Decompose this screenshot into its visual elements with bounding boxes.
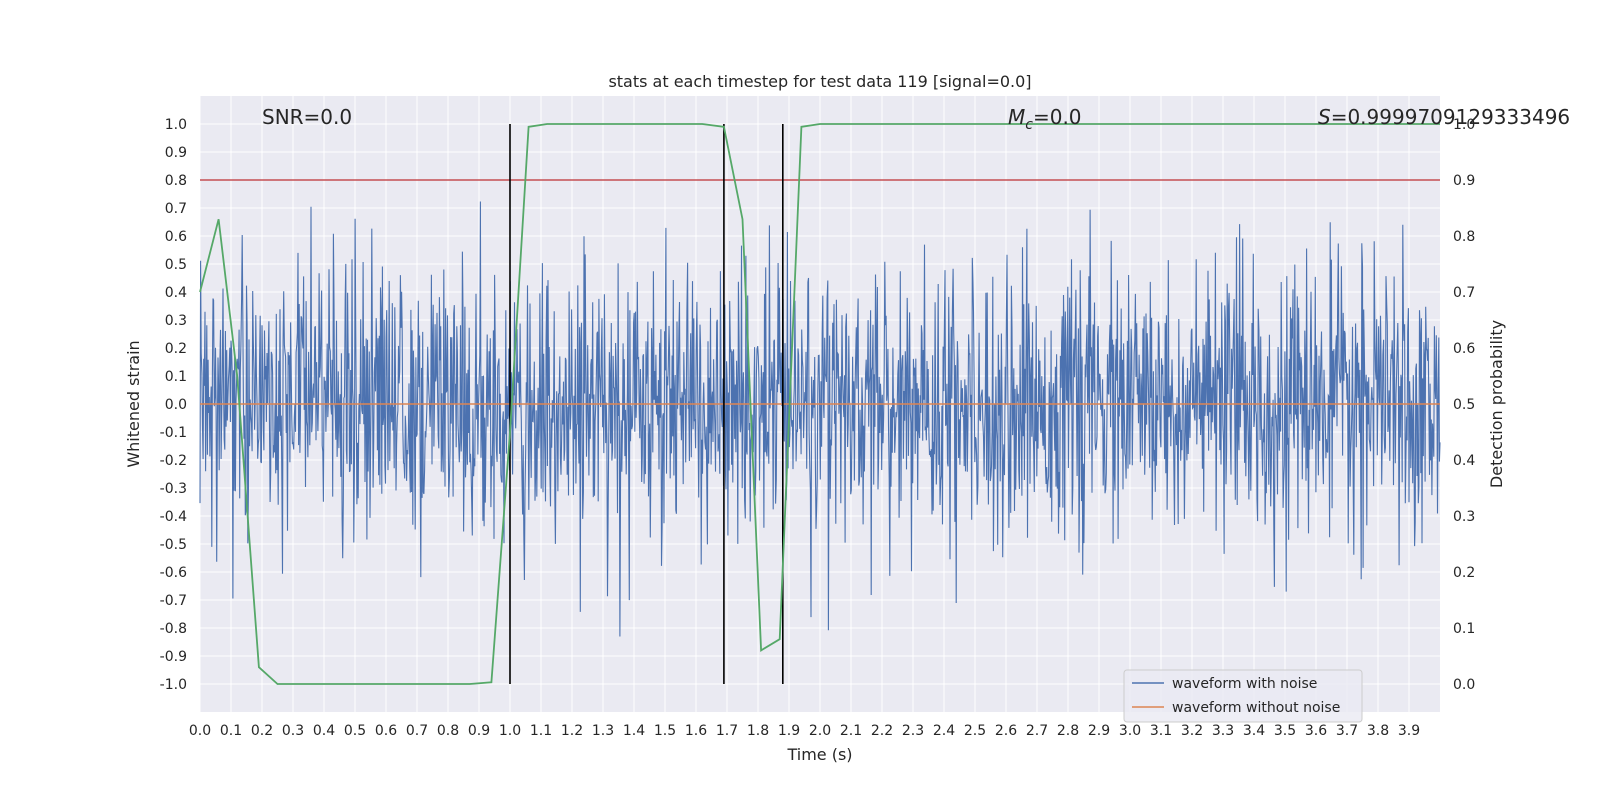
x-tick-label: 0.1 [220, 723, 242, 739]
legend-label-noise: waveform with noise [1172, 676, 1317, 692]
x-tick-label: 3.0 [1119, 723, 1141, 739]
score-value: =0.9999709129333496 [1331, 105, 1570, 129]
y-axis-label: Whitened strain [124, 340, 143, 467]
y-axis-right-label: Detection probability [1487, 320, 1506, 488]
chirp-mass-subscript: c [1025, 117, 1033, 133]
y-tick-label: 0.7 [165, 201, 187, 217]
legend-label-clean: waveform without noise [1172, 700, 1340, 716]
x-axis-label: Time (s) [786, 745, 852, 764]
y-right-tick-label: 0.8 [1453, 229, 1475, 245]
x-tick-label: 0.3 [282, 723, 304, 739]
x-tick-label: 0.5 [344, 723, 366, 739]
y-tick-label: -0.4 [160, 509, 187, 525]
y-right-tick-label: 0.6 [1453, 341, 1475, 357]
x-tick-label: 0.9 [468, 723, 490, 739]
x-tick-label: 3.6 [1305, 723, 1327, 739]
y-tick-label: -0.7 [160, 593, 187, 609]
snr-annotation: SNR=0.0 [262, 105, 352, 129]
x-tick-label: 1.2 [561, 723, 583, 739]
y-right-tick-label: 0.5 [1453, 397, 1475, 413]
x-tick-label: 1.7 [716, 723, 738, 739]
y-right-tick-label: 1.0 [1453, 117, 1475, 133]
y-right-tick-label: 0.2 [1453, 565, 1475, 581]
x-tick-label: 2.3 [902, 723, 924, 739]
x-tick-label: 0.2 [251, 723, 273, 739]
y-tick-label: 0.1 [165, 369, 187, 385]
y-right-tick-label: 0.0 [1453, 677, 1475, 693]
y-tick-label: -0.5 [160, 537, 187, 553]
x-tick-label: 3.9 [1398, 723, 1420, 739]
x-tick-label: 0.6 [375, 723, 397, 739]
y-tick-label: 0.5 [165, 257, 187, 273]
x-tick-label: 1.3 [592, 723, 614, 739]
y-right-tick-label: 0.9 [1453, 173, 1475, 189]
x-tick-label: 3.4 [1243, 723, 1265, 739]
x-tick-label: 2.9 [1088, 723, 1110, 739]
y-tick-label: 0.2 [165, 341, 187, 357]
y-right-tick-label: 0.1 [1453, 621, 1475, 637]
x-tick-label: 2.0 [809, 723, 831, 739]
x-tick-label: 1.1 [530, 723, 552, 739]
y-tick-label: -0.9 [160, 649, 187, 665]
x-tick-label: 2.7 [1026, 723, 1048, 739]
y-right-tick-label: 0.3 [1453, 509, 1475, 525]
x-tick-label: 0.0 [189, 723, 211, 739]
y-tick-label: -0.6 [160, 565, 187, 581]
y-right-tick-label: 0.7 [1453, 285, 1475, 301]
x-tick-label: 3.2 [1181, 723, 1203, 739]
vertical-markers [509, 124, 784, 684]
y-tick-label: 0.8 [165, 173, 187, 189]
y-tick-label: 0.9 [165, 145, 187, 161]
y-tick-label: -0.1 [160, 425, 187, 441]
y-tick-label: 0.0 [165, 397, 187, 413]
x-tick-label: 1.8 [747, 723, 769, 739]
x-tick-label: 2.4 [933, 723, 955, 739]
score-symbol: S [1318, 105, 1331, 129]
chart-title: stats at each timestep for test data 119… [608, 72, 1031, 91]
x-tick-label: 2.6 [995, 723, 1017, 739]
x-tick-label: 1.9 [778, 723, 800, 739]
waveform-with-noise-series [199, 201, 1441, 637]
x-tick-label: 1.4 [623, 723, 645, 739]
x-tick-label: 2.1 [840, 723, 862, 739]
y-tick-label: -0.2 [160, 453, 187, 469]
detection-probability-series [199, 123, 1440, 685]
x-tick-label: 1.6 [685, 723, 707, 739]
x-tick-label: 0.7 [406, 723, 428, 739]
x-axis-ticks: 0.0 0.1 0.2 0.3 0.4 0.5 0.6 0.7 0.8 0.9 1.0 1.1 1.2 1… [189, 723, 1420, 739]
score-annotation: S=0.9999709129333496 [1318, 105, 1570, 129]
chirp-mass-value: =0.0 [1033, 105, 1082, 129]
y-tick-label: 0.4 [165, 285, 187, 301]
x-tick-label: 0.8 [437, 723, 459, 739]
x-tick-label: 1.0 [499, 723, 521, 739]
y-tick-label: -1.0 [160, 677, 187, 693]
x-tick-label: 2.2 [871, 723, 893, 739]
x-tick-label: 3.3 [1212, 723, 1234, 739]
y-right-tick-label: 0.4 [1453, 453, 1475, 469]
x-tick-label: 3.1 [1150, 723, 1172, 739]
y-tick-label: 0.3 [165, 313, 187, 329]
y-axis-right-ticks: 1.0 0.9 0.8 0.7 0.6 0.5 0.4 0.3 0.2 0.1 0.0 [1453, 117, 1475, 693]
x-tick-label: 0.4 [313, 723, 335, 739]
legend: waveform with noise waveform without noi… [1123, 669, 1363, 723]
noise-waveform-line [199, 201, 1441, 637]
y-axis-ticks: 1.0 0.9 0.8 0.7 0.6 0.5 0.4 0.3 0.2 0.1 0.0 -0.1 -0.… [160, 117, 187, 693]
y-tick-label: 0.6 [165, 229, 187, 245]
x-tick-label: 2.5 [964, 723, 986, 739]
x-tick-label: 1.5 [654, 723, 676, 739]
legend-box [1123, 669, 1363, 723]
y-tick-label: -0.3 [160, 481, 187, 497]
detection-probability-line [199, 123, 1440, 685]
x-tick-label: 3.8 [1367, 723, 1389, 739]
chirp-mass-symbol: M [1008, 105, 1025, 129]
chirp-mass-annotation: Mc=0.0 [1008, 105, 1082, 133]
y-tick-label: 1.0 [165, 117, 187, 133]
y-tick-label: -0.8 [160, 621, 187, 637]
x-tick-label: 2.8 [1057, 723, 1079, 739]
x-tick-label: 3.7 [1336, 723, 1358, 739]
x-tick-label: 3.5 [1274, 723, 1296, 739]
